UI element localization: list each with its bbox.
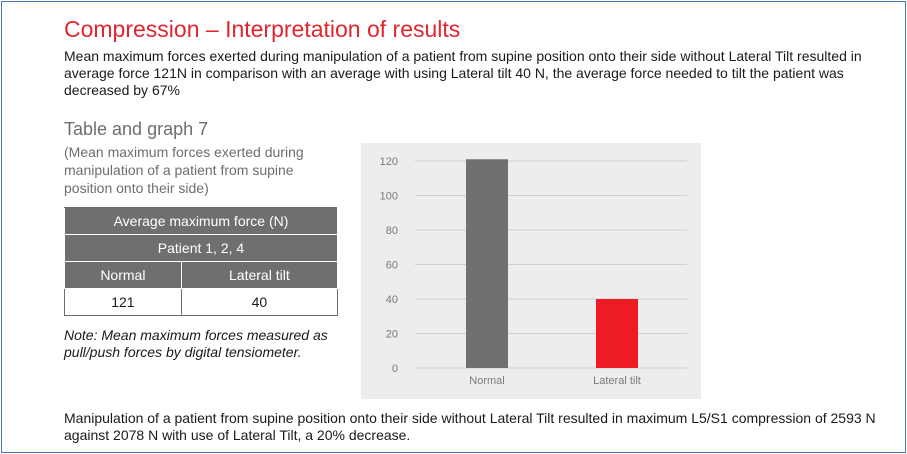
- column-header-lateral-tilt: Lateral tilt: [180, 261, 339, 289]
- y-tick-label: 80: [386, 225, 398, 237]
- value-lateral-tilt: 40: [180, 288, 339, 316]
- section-caption: (Mean maximum forces exerted during mani…: [64, 144, 304, 196]
- bar-normal: [466, 159, 508, 368]
- y-tick-label: 20: [386, 329, 398, 341]
- table-column-row: Normal Lateral tilt: [64, 261, 339, 289]
- footer-paragraph: Manipulation of a patient from supine po…: [64, 410, 876, 443]
- y-tick-label: 100: [380, 191, 398, 203]
- y-tick-label: 0: [392, 363, 398, 375]
- y-tick-label: 40: [386, 294, 398, 306]
- bar-lateral-tilt: [596, 299, 638, 368]
- table-subheader-row: Patient 1, 2, 4: [64, 234, 338, 262]
- column-header-normal: Normal: [64, 261, 182, 289]
- y-tick-label: 120: [380, 156, 398, 168]
- x-tick-label: Normal: [469, 375, 504, 387]
- table-header-row: Average maximum force (N): [64, 207, 338, 235]
- section-title: Table and graph 7: [64, 119, 209, 139]
- x-tick-label: Lateral tilt: [593, 375, 641, 387]
- bar-chart: 0 20 40 60 80 100 120 Normal Lateral tilt: [361, 143, 701, 399]
- force-table: Average maximum force (N) Patient 1, 2, …: [64, 207, 339, 316]
- table-subheader: Patient 1, 2, 4: [64, 234, 338, 262]
- table-row: 121 40: [64, 288, 339, 316]
- page-title: Compression – Interpretation of results: [64, 16, 461, 42]
- value-normal: 121: [64, 288, 182, 316]
- bar-chart-svg: 0 20 40 60 80 100 120 Normal Lateral tilt: [380, 156, 687, 387]
- y-tick-label: 60: [386, 260, 398, 272]
- table-header: Average maximum force (N): [64, 207, 338, 235]
- intro-paragraph: Mean maximum forces exerted during manip…: [64, 48, 862, 98]
- table-note: Note: Mean maximum forces measured as pu…: [64, 327, 328, 360]
